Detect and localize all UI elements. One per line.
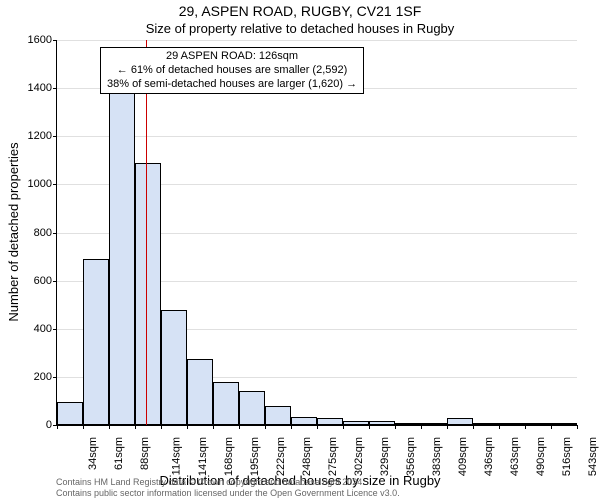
- x-tick-label: 516sqm: [561, 437, 573, 476]
- y-tick-label: 0: [12, 419, 52, 431]
- annotation-box: 29 ASPEN ROAD: 126sqm← 61% of detached h…: [100, 47, 364, 94]
- x-tick: [395, 425, 396, 429]
- y-tick-label: 200: [12, 371, 52, 383]
- histogram-bar: [473, 423, 499, 425]
- histogram-bar: [265, 406, 291, 425]
- x-tick-label: 141sqm: [197, 437, 209, 476]
- y-tick-label: 800: [12, 227, 52, 239]
- histogram-bar: [447, 418, 473, 425]
- y-tick-label: 400: [12, 323, 52, 335]
- x-tick: [447, 425, 448, 429]
- x-tick-label: 195sqm: [249, 437, 261, 476]
- histogram-bar: [551, 423, 577, 425]
- x-tick: [83, 425, 84, 429]
- histogram-bar: [291, 417, 317, 425]
- histogram-bar: [135, 163, 161, 425]
- histogram-bar: [187, 359, 213, 425]
- histogram-bar: [369, 421, 395, 425]
- x-tick-label: 34sqm: [87, 437, 99, 470]
- y-tick-label: 1200: [12, 130, 52, 142]
- histogram-bar: [83, 259, 109, 425]
- x-tick: [187, 425, 188, 429]
- x-tick-label: 409sqm: [457, 437, 469, 476]
- histogram-bar: [161, 310, 187, 426]
- x-tick: [161, 425, 162, 429]
- x-tick: [317, 425, 318, 429]
- y-tick: [53, 233, 57, 234]
- y-tick: [53, 281, 57, 282]
- x-tick: [421, 425, 422, 429]
- annotation-line1: 29 ASPEN ROAD: 126sqm: [107, 50, 357, 64]
- x-tick: [343, 425, 344, 429]
- y-tick: [53, 184, 57, 185]
- gridline: [57, 136, 577, 137]
- histogram-bar: [213, 382, 239, 425]
- title-line2: Size of property relative to detached ho…: [0, 21, 600, 36]
- x-tick: [473, 425, 474, 429]
- footer: Contains HM Land Registry data © Crown c…: [0, 477, 600, 498]
- histogram-bar: [499, 423, 525, 425]
- x-tick-label: 248sqm: [301, 437, 313, 476]
- x-tick: [57, 425, 58, 429]
- x-tick-label: 463sqm: [509, 437, 521, 476]
- x-tick: [135, 425, 136, 429]
- annotation-line3: 38% of semi-detached houses are larger (…: [107, 78, 357, 92]
- y-tick: [53, 88, 57, 89]
- x-tick-label: 436sqm: [483, 437, 495, 476]
- title-line1: 29, ASPEN ROAD, RUGBY, CV21 1SF: [0, 3, 600, 19]
- x-tick: [265, 425, 266, 429]
- annotation-line2: ← 61% of detached houses are smaller (2,…: [107, 64, 357, 78]
- x-tick-label: 490sqm: [535, 437, 547, 476]
- x-tick: [213, 425, 214, 429]
- footer-line2: Contains public sector information licen…: [56, 488, 600, 498]
- x-tick-label: 114sqm: [170, 437, 182, 475]
- histogram-bar: [317, 418, 343, 425]
- x-tick: [109, 425, 110, 429]
- histogram-bar: [525, 423, 551, 425]
- x-tick-label: 356sqm: [405, 437, 417, 476]
- histogram-bar: [109, 81, 135, 425]
- x-tick-label: 222sqm: [275, 437, 287, 476]
- histogram-bar: [57, 402, 83, 425]
- plot-area: 29 ASPEN ROAD: 126sqm← 61% of detached h…: [56, 40, 577, 426]
- histogram-bar: [395, 423, 421, 425]
- x-tick-label: 275sqm: [327, 437, 339, 476]
- y-tick-label: 600: [12, 275, 52, 287]
- histogram-bar: [343, 421, 369, 425]
- y-tick: [53, 377, 57, 378]
- x-tick-label: 543sqm: [587, 437, 599, 476]
- x-tick: [525, 425, 526, 429]
- x-tick-label: 61sqm: [113, 437, 125, 470]
- y-tick: [53, 40, 57, 41]
- y-tick-label: 1000: [12, 178, 52, 190]
- histogram-bar: [239, 391, 265, 425]
- x-tick-label: 168sqm: [223, 437, 235, 476]
- x-tick: [369, 425, 370, 429]
- x-tick-label: 383sqm: [431, 437, 443, 476]
- x-tick: [239, 425, 240, 429]
- y-tick-label: 1600: [12, 34, 52, 46]
- chart-wrap: 29, ASPEN ROAD, RUGBY, CV21 1SF Size of …: [0, 0, 600, 500]
- x-tick-label: 302sqm: [353, 437, 365, 476]
- y-tick-label: 1400: [12, 82, 52, 94]
- histogram-bar: [421, 423, 447, 425]
- x-tick-label: 88sqm: [139, 437, 151, 470]
- y-tick: [53, 136, 57, 137]
- x-tick: [551, 425, 552, 429]
- x-tick: [291, 425, 292, 429]
- x-tick-label: 329sqm: [379, 437, 391, 476]
- marker-line: [146, 40, 147, 425]
- x-tick: [577, 425, 578, 429]
- gridline: [57, 40, 577, 41]
- y-tick: [53, 329, 57, 330]
- footer-line1: Contains HM Land Registry data © Crown c…: [56, 477, 600, 487]
- x-tick: [499, 425, 500, 429]
